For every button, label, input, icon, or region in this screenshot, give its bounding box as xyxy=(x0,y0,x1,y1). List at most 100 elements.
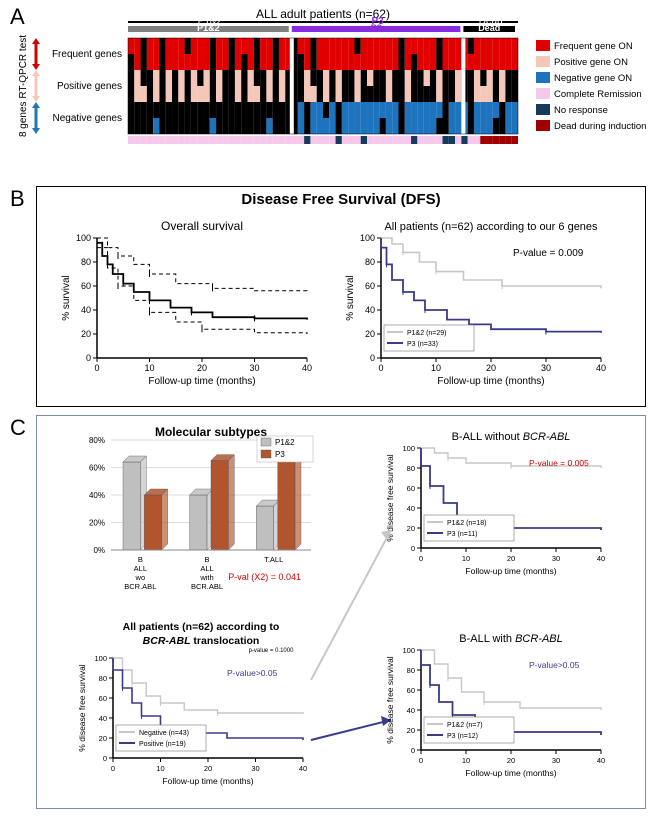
svg-text:P1&2: P1&2 xyxy=(197,23,220,33)
svg-text:40: 40 xyxy=(597,554,605,563)
panel-a: A 8 genes RT-QPCR test ALL adult patients… xyxy=(8,4,652,178)
svg-text:Dead during induction: Dead during induction xyxy=(554,121,646,132)
svg-text:P1&2: P1&2 xyxy=(275,438,295,447)
svg-text:All patients (n=62) according: All patients (n=62) according to xyxy=(123,621,280,633)
panel-c-svg: Molecular subtypes0%20%40%60%80%BALLwoBC… xyxy=(41,420,637,800)
svg-text:40: 40 xyxy=(99,714,107,723)
panel-b-box: Disease Free Survival (DFS) 020406080100… xyxy=(36,186,646,407)
svg-text:P3 (n=12): P3 (n=12) xyxy=(447,733,478,740)
svg-text:40: 40 xyxy=(299,764,307,773)
svg-text:% disease free survival: % disease free survival xyxy=(385,656,395,744)
svg-text:40%: 40% xyxy=(89,491,105,500)
svg-text:BCR.ABL: BCR.ABL xyxy=(191,582,223,591)
svg-text:P3: P3 xyxy=(371,23,382,33)
svg-text:Follow-up time (months): Follow-up time (months) xyxy=(465,566,556,576)
svg-text:Follow-up time (months): Follow-up time (months) xyxy=(148,376,255,387)
svg-text:100: 100 xyxy=(360,233,375,243)
panel-a-label: A xyxy=(10,4,25,30)
svg-text:P1&2 (n=7): P1&2 (n=7) xyxy=(447,722,483,729)
svg-text:0: 0 xyxy=(86,353,91,363)
svg-text:0: 0 xyxy=(411,544,415,553)
panel-b-label: B xyxy=(10,186,25,212)
svg-text:% disease free survival: % disease free survival xyxy=(77,664,87,752)
svg-text:30: 30 xyxy=(251,764,259,773)
svg-text:10: 10 xyxy=(431,363,441,373)
svg-text:100: 100 xyxy=(402,646,415,655)
svg-text:0: 0 xyxy=(419,554,423,563)
svg-text:0: 0 xyxy=(411,746,415,755)
svg-text:60: 60 xyxy=(81,281,91,291)
svg-text:with: with xyxy=(199,573,213,582)
panel-c-label: C xyxy=(10,415,26,441)
svg-text:0: 0 xyxy=(370,353,375,363)
svg-text:Follow-up time (months): Follow-up time (months) xyxy=(465,768,556,778)
svg-text:10: 10 xyxy=(462,554,470,563)
svg-text:Follow-up time (months): Follow-up time (months) xyxy=(437,376,544,387)
svg-text:B: B xyxy=(138,555,143,564)
svg-text:BCR.ABL: BCR.ABL xyxy=(124,582,156,591)
svg-text:40: 40 xyxy=(597,756,605,765)
svg-text:20: 20 xyxy=(365,329,375,339)
svg-text:Overall survival: Overall survival xyxy=(161,219,243,233)
svg-text:BCR-ABL translocation: BCR-ABL translocation xyxy=(143,635,260,647)
svg-text:40: 40 xyxy=(596,363,606,373)
svg-text:30: 30 xyxy=(249,363,259,373)
svg-text:80: 80 xyxy=(365,257,375,267)
svg-text:20: 20 xyxy=(507,554,515,563)
svg-text:40: 40 xyxy=(407,504,415,513)
svg-text:B: B xyxy=(204,555,209,564)
svg-text:100: 100 xyxy=(76,233,91,243)
svg-text:Negative (n=43): Negative (n=43) xyxy=(139,730,189,737)
svg-text:100: 100 xyxy=(94,654,107,663)
svg-text:P3 (n=33): P3 (n=33) xyxy=(407,341,438,348)
svg-text:20: 20 xyxy=(81,329,91,339)
svg-text:20: 20 xyxy=(407,726,415,735)
svg-text:P1&2 (n=29): P1&2 (n=29) xyxy=(407,330,447,337)
svg-text:20: 20 xyxy=(507,756,515,765)
panel-b-svg: 0 20 40 60 80 100 0 10 20 30 40 Follow-up time (mon… xyxy=(41,208,637,398)
svg-text:% disease free survival: % disease free survival xyxy=(385,454,395,542)
svg-text:10: 10 xyxy=(462,756,470,765)
svg-text:0: 0 xyxy=(419,756,423,765)
svg-text:ALL: ALL xyxy=(134,564,147,573)
svg-text:20: 20 xyxy=(99,734,107,743)
svg-text:0: 0 xyxy=(111,764,115,773)
svg-text:% survival: % survival xyxy=(61,275,72,321)
svg-text:20: 20 xyxy=(407,524,415,533)
svg-text:80: 80 xyxy=(81,257,91,267)
panel-a-svg: 8 genes RT-QPCR test ALL adult patients (… xyxy=(8,4,652,178)
svg-text:No response: No response xyxy=(554,105,608,116)
svg-text:P-value = 0.005: P-value = 0.005 xyxy=(529,458,589,468)
svg-text:20%: 20% xyxy=(89,519,105,528)
svg-text:Follow-up time (months): Follow-up time (months) xyxy=(162,776,253,786)
svg-text:8 genes RT-QPCR test: 8 genes RT-QPCR test xyxy=(18,35,29,137)
svg-text:B-ALL with BCR-ABL: B-ALL with BCR-ABL xyxy=(459,633,563,645)
svg-text:T.ALL: T.ALL xyxy=(264,555,283,564)
svg-text:Dead: Dead xyxy=(478,23,500,33)
svg-text:30: 30 xyxy=(552,756,560,765)
svg-text:60: 60 xyxy=(365,281,375,291)
svg-text:p-value = 0.1000: p-value = 0.1000 xyxy=(249,648,295,654)
svg-text:60: 60 xyxy=(407,484,415,493)
svg-text:40: 40 xyxy=(81,305,91,315)
svg-text:P1&2 (n=18): P1&2 (n=18) xyxy=(447,520,487,527)
svg-text:ALL adult patients (n=62): ALL adult patients (n=62) xyxy=(256,7,390,21)
svg-text:Negative genes: Negative genes xyxy=(53,113,123,124)
svg-text:Molecular subtypes: Molecular subtypes xyxy=(155,425,267,439)
svg-text:All patients (n=62) according: All patients (n=62) according to our 6 g… xyxy=(384,221,598,233)
panel-b: B Disease Free Survival (DFS) 0204060801… xyxy=(8,186,652,407)
svg-text:80: 80 xyxy=(407,464,415,473)
svg-text:Frequent genes: Frequent genes xyxy=(52,49,122,60)
svg-text:wo: wo xyxy=(135,573,146,582)
svg-text:ALL: ALL xyxy=(200,564,213,573)
svg-text:P-value = 0.009: P-value = 0.009 xyxy=(513,248,584,259)
svg-text:10: 10 xyxy=(144,363,154,373)
svg-text:Negative gene ON: Negative gene ON xyxy=(554,73,632,84)
svg-text:B-ALL without BCR-ABL: B-ALL without BCR-ABL xyxy=(452,431,571,443)
svg-text:80: 80 xyxy=(407,666,415,675)
panel-c: C Molecular subtypes0%20%40%60%80%BALLwo… xyxy=(8,415,652,809)
svg-text:Positive gene ON: Positive gene ON xyxy=(554,57,628,68)
svg-text:Positive genes: Positive genes xyxy=(57,81,122,92)
svg-text:40: 40 xyxy=(407,706,415,715)
svg-text:30: 30 xyxy=(552,554,560,563)
